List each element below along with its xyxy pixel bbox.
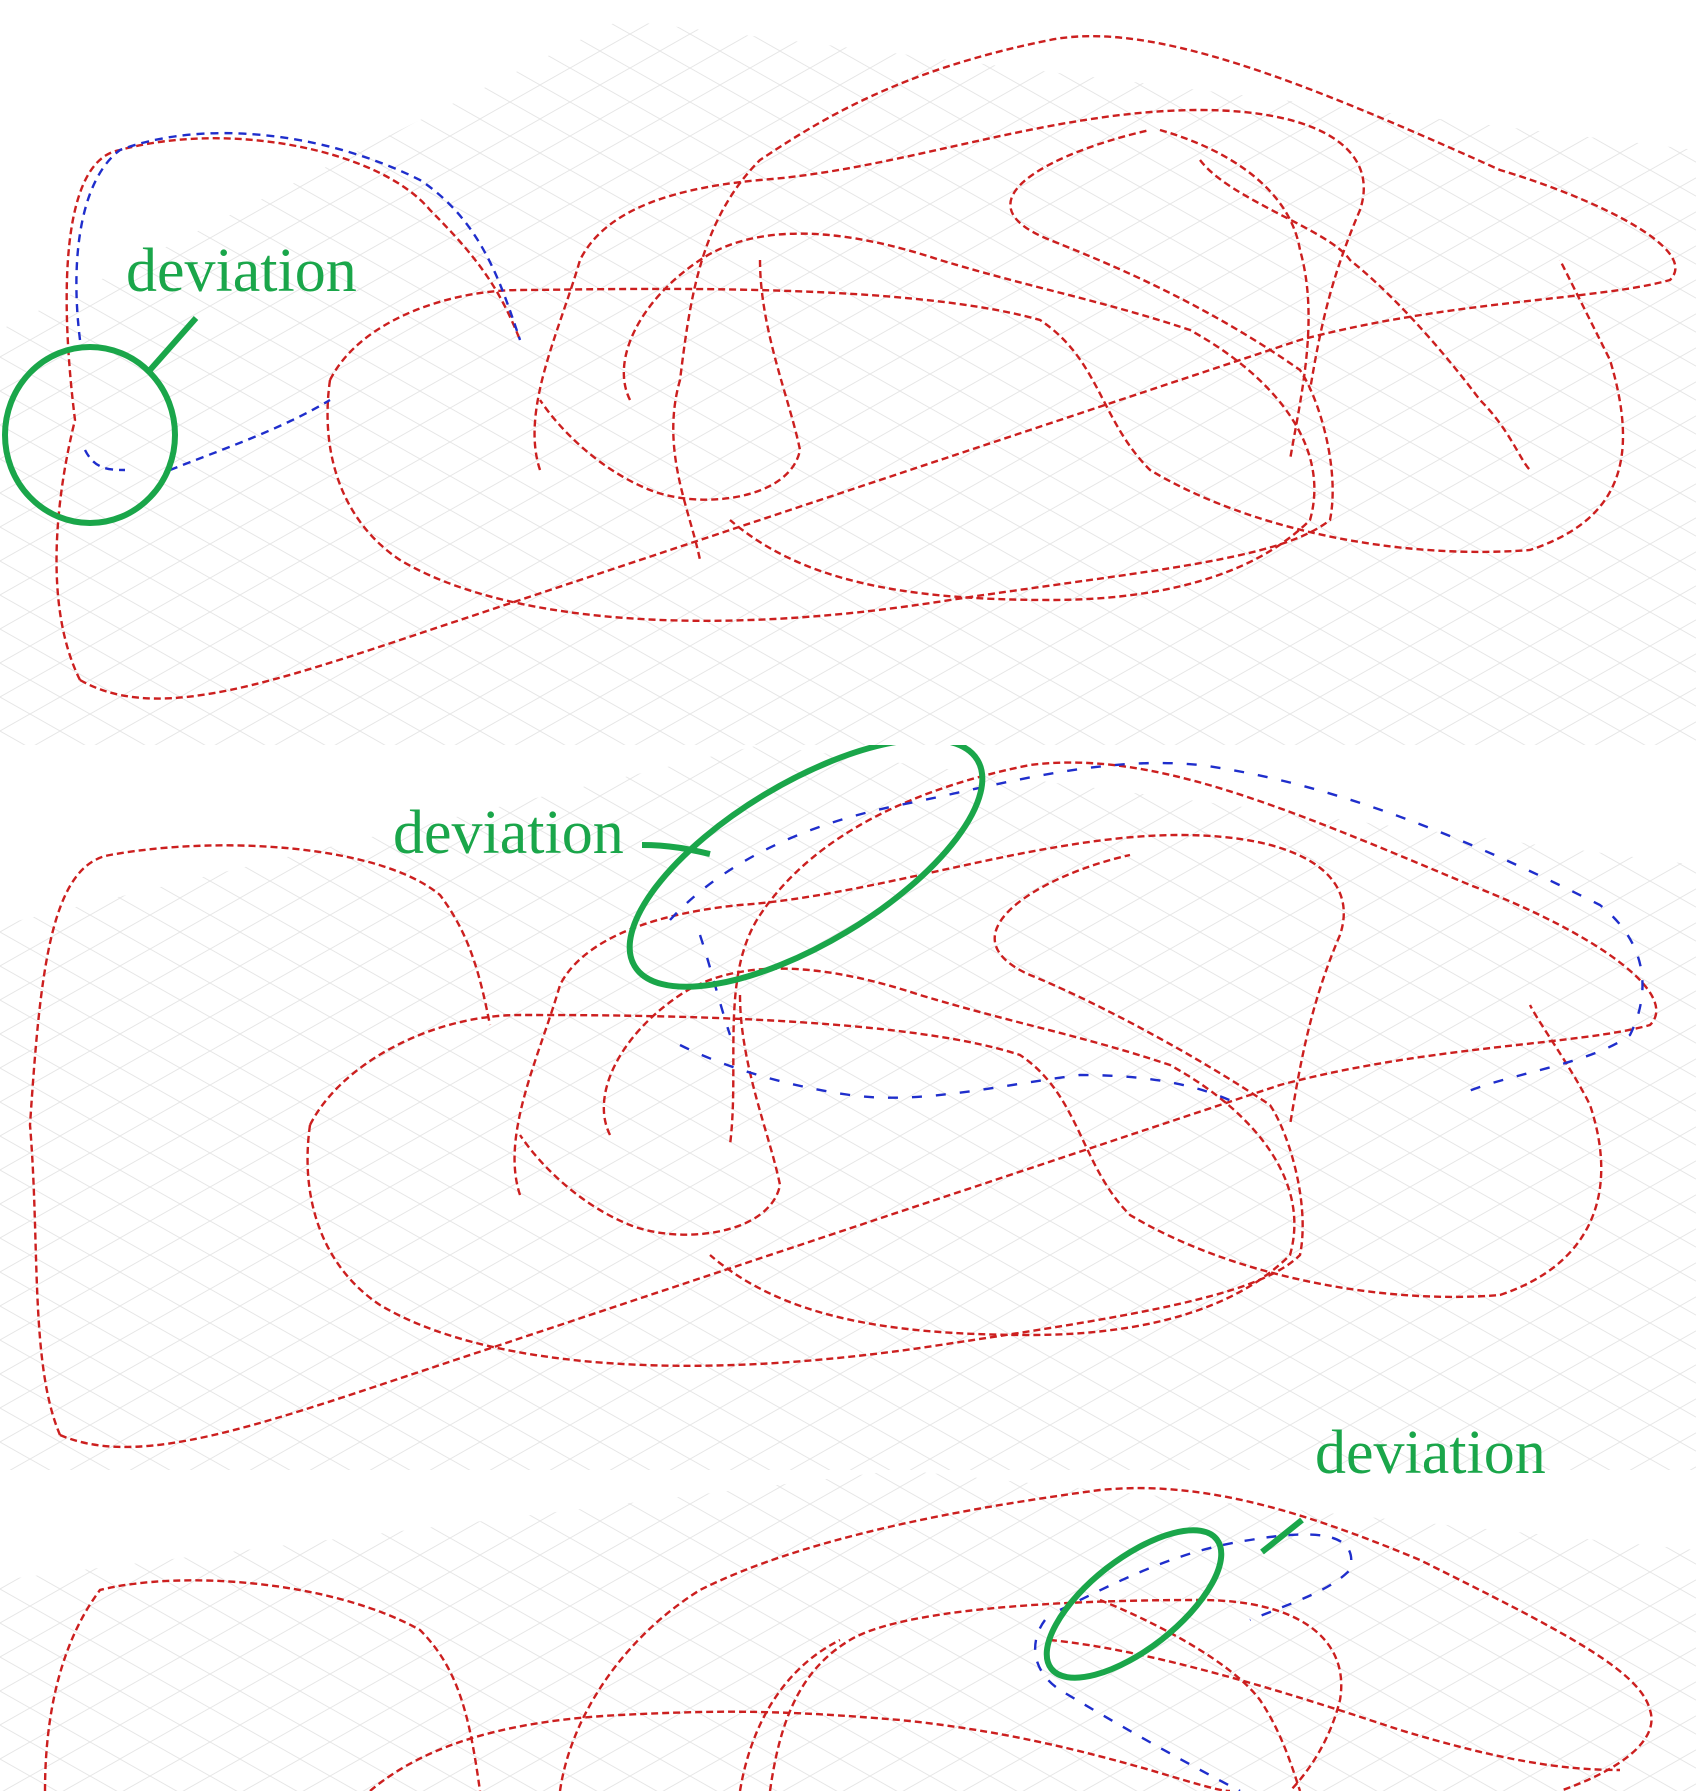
- ground-grid: [0, 1470, 1696, 1791]
- red-trajectory: [55, 34, 1677, 700]
- ground-grid: [0, 745, 1696, 1470]
- deviation-pointer-line: [1260, 1517, 1304, 1555]
- blue-trajectory: [1033, 1533, 1353, 1791]
- trajectory-plot-middle: [0, 745, 1696, 1470]
- deviation-highlight-ellipse: [626, 745, 986, 990]
- trajectory-plot-bottom: [0, 1470, 1696, 1791]
- trajectory-panel-top: [0, 0, 1696, 745]
- trajectory-panel-bottom: [0, 1470, 1696, 1791]
- blue-trajectory: [75, 131, 522, 472]
- deviation-highlight-ellipse: [1043, 1527, 1225, 1681]
- ground-grid: [0, 20, 1696, 745]
- deviation-pointer-line: [641, 842, 711, 857]
- deviation-highlight-circle: [2, 344, 178, 526]
- trajectory-panel-middle: [0, 745, 1696, 1470]
- deviation-label-top: deviation: [126, 237, 357, 305]
- deviation-label-bottom: deviation: [1315, 1419, 1546, 1487]
- deviation-label-middle: deviation: [393, 799, 624, 867]
- trajectory-plot-top: [0, 20, 1696, 745]
- deviation-pointer-line: [147, 316, 199, 372]
